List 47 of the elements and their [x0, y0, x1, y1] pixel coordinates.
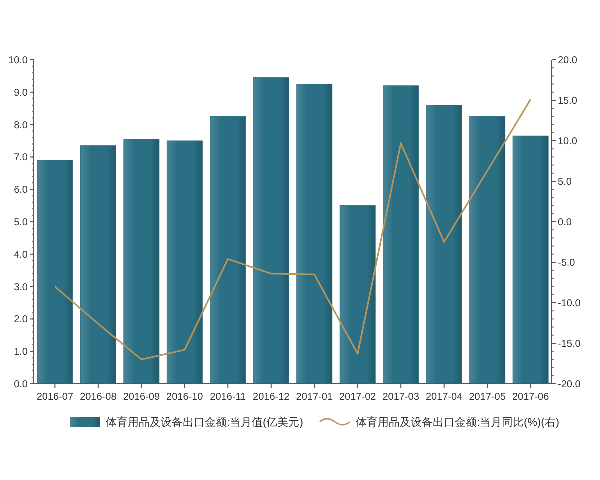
bar — [124, 139, 160, 384]
y-tick-label: 2.0 — [14, 314, 28, 326]
bar — [80, 146, 116, 384]
y2-tick-label: 0.0 — [558, 218, 572, 228]
bar — [426, 105, 462, 384]
y2-tick-label: -15.0 — [558, 339, 582, 350]
x-tick-label: 2017-03 — [382, 392, 420, 403]
y-tick-label: 3.0 — [14, 282, 28, 294]
x-tick-label: 2016-12 — [253, 392, 290, 403]
y-tick-label: 4.0 — [14, 250, 28, 261]
x-tick-label: 2017-02 — [340, 392, 377, 403]
x-tick-label: 2016-08 — [80, 392, 118, 403]
x-tick-label: 2017-05 — [469, 392, 506, 403]
bar — [470, 116, 506, 384]
bar — [210, 116, 246, 384]
y-tick-label: 10.0 — [8, 56, 28, 66]
y-tick-label: 8.0 — [14, 120, 28, 132]
bar — [340, 206, 376, 384]
legend-label: 体育用品及设备出口金额:当月同比(%)(右) — [356, 416, 560, 429]
bar — [383, 86, 420, 384]
y-tick-label: 7.0 — [14, 152, 28, 164]
y2-tick-label: 15.0 — [558, 96, 578, 107]
bar — [37, 160, 74, 384]
bar — [253, 78, 290, 384]
y2-tick-label: 10.0 — [558, 136, 578, 148]
y2-tick-label: -5.0 — [558, 258, 576, 269]
bar — [512, 136, 549, 384]
x-tick-label: 2016-09 — [123, 392, 160, 403]
legend-label: 体育用品及设备出口金额:当月值(亿美元) — [106, 416, 304, 429]
y-tick-label: 0.0 — [14, 380, 28, 390]
x-tick-label: 2017-04 — [426, 392, 464, 403]
y2-tick-label: -10.0 — [558, 298, 582, 310]
y2-tick-label: 5.0 — [558, 177, 572, 188]
x-tick-label: 2016-10 — [166, 392, 204, 403]
y-tick-label: 5.0 — [14, 218, 28, 228]
y-tick-label: 1.0 — [14, 347, 28, 358]
y2-tick-label: -20.0 — [558, 380, 582, 390]
x-tick-label: 2016-07 — [36, 392, 74, 403]
y-tick-label: 6.0 — [14, 185, 28, 196]
y-tick-label: 9.0 — [14, 88, 28, 99]
line-series — [54, 98, 532, 360]
bar — [296, 84, 333, 384]
x-tick-label: 2017-06 — [512, 392, 550, 403]
x-tick-label: 2016-11 — [210, 392, 247, 403]
x-tick-label: 2017-01 — [296, 392, 334, 403]
y2-tick-label: 20.0 — [558, 56, 578, 66]
bar — [166, 140, 203, 384]
